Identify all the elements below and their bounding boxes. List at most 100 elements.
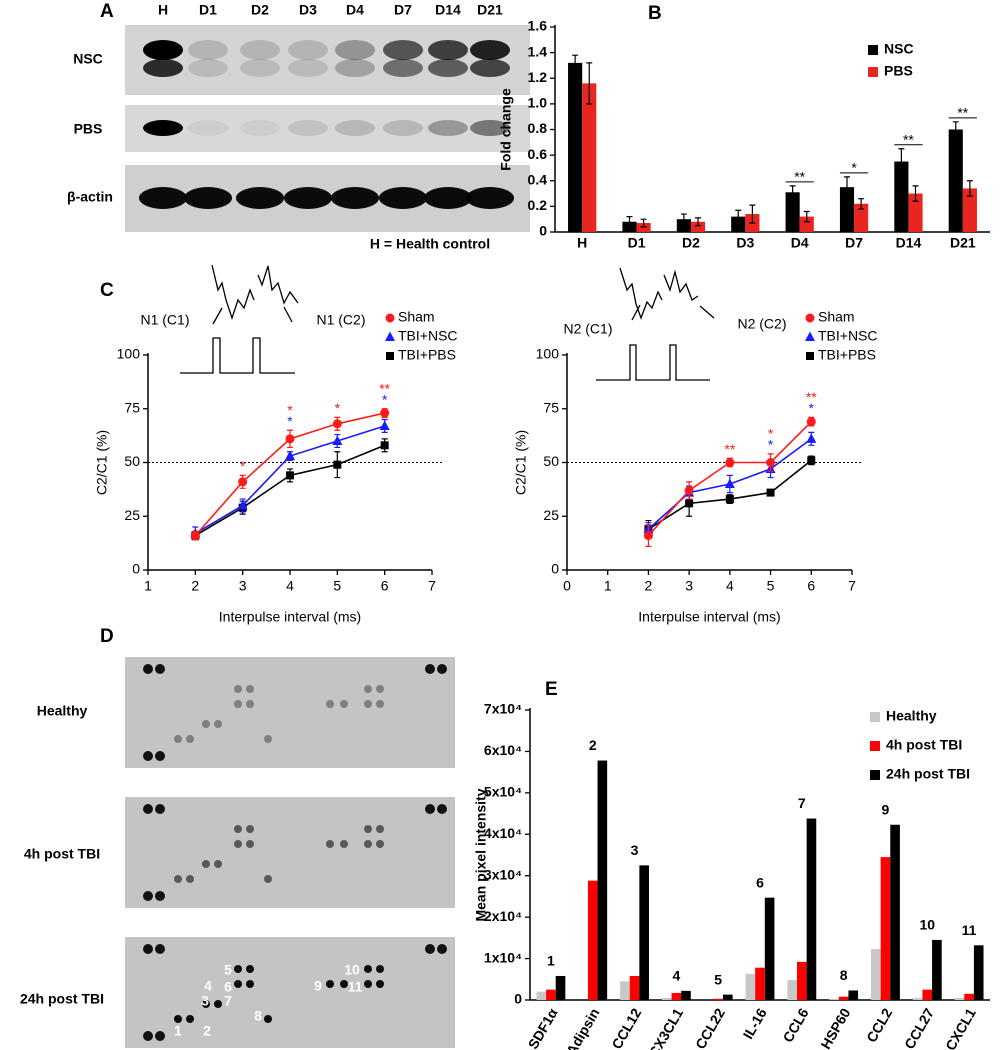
array-spot [202, 720, 210, 728]
error-bar [789, 185, 796, 200]
inset-label: N2 (C1) [563, 321, 612, 337]
lane-label: D3 [299, 2, 317, 18]
bar [912, 997, 923, 1000]
marker [805, 331, 815, 341]
spot-number: 6 [224, 979, 232, 995]
array-spot [326, 700, 334, 708]
marker [285, 434, 295, 444]
blot-band [335, 120, 375, 136]
blot-band [184, 187, 232, 209]
error-bar [749, 204, 756, 224]
bar [871, 949, 881, 1000]
marker [643, 531, 653, 541]
marker [386, 352, 394, 360]
group-number: 6 [756, 874, 764, 890]
legend-label: PBS [884, 63, 913, 79]
marker [766, 488, 775, 497]
x-tick-label: 1 [144, 578, 152, 594]
blot-note: H = Health control [370, 236, 490, 252]
group-number: 8 [840, 967, 848, 983]
x-tick-label: 5 [767, 578, 775, 594]
legend-swatch [870, 712, 880, 722]
y-tick-label: 1.6 [528, 18, 548, 34]
marker [766, 458, 776, 467]
bar [745, 973, 756, 1000]
array-spot [174, 875, 182, 883]
x-tick-label: H [577, 235, 587, 251]
x-tick-label: CCL27 [901, 1005, 937, 1050]
bar [555, 975, 566, 1000]
error-bar [626, 216, 633, 228]
array-spot [214, 860, 222, 868]
error-bar [640, 218, 647, 228]
x-tick-label: IL-16 [740, 1005, 770, 1041]
bar [636, 223, 651, 232]
array-spots [143, 664, 447, 1041]
bar [587, 880, 598, 1000]
legend-label: Healthy [886, 708, 937, 724]
marker [332, 419, 342, 429]
blot-band [331, 187, 379, 209]
x-tick-label: HSP60 [817, 1005, 853, 1050]
bar [764, 897, 775, 1000]
bar [932, 939, 942, 1000]
array-spot [174, 735, 182, 743]
significance: * [851, 160, 857, 176]
marker [237, 500, 248, 510]
bar [681, 990, 691, 1000]
marker [332, 435, 343, 445]
array-spot [246, 700, 254, 708]
blot-row-label: NSC [73, 51, 103, 67]
y-tick-label: 75 [543, 399, 559, 415]
array-membrane [125, 797, 455, 908]
bar [787, 980, 798, 1000]
marker [684, 485, 694, 495]
bar [713, 998, 723, 1000]
x-tick-label: 7 [428, 578, 436, 594]
array-spot [364, 980, 372, 988]
y-tick-label: 0.4 [528, 171, 548, 187]
array-spot [186, 735, 194, 743]
bar [785, 192, 800, 232]
group-number: 9 [882, 801, 890, 817]
group-number: 10 [919, 917, 935, 933]
array-spot [425, 664, 435, 674]
significance: * [382, 391, 388, 407]
bar [880, 857, 891, 1000]
array-spot [264, 875, 272, 883]
array-spot [376, 980, 384, 988]
spot-number: 5 [224, 962, 232, 978]
bar [829, 998, 839, 1000]
array-membrane [125, 937, 455, 1048]
array-spot [155, 664, 165, 674]
blot-band [470, 40, 510, 60]
array-spot [234, 700, 242, 708]
significance: ** [724, 441, 735, 457]
x-tick-label: D4 [791, 235, 809, 251]
significance: ** [903, 131, 914, 147]
marker [385, 313, 395, 323]
bar [797, 961, 807, 1000]
y-tick-label: 1.0 [528, 95, 548, 111]
array-spot [376, 685, 384, 693]
error-bar [680, 213, 687, 225]
error-bar [803, 210, 810, 223]
lane-label: H [158, 2, 168, 18]
marker [806, 433, 817, 443]
bar [962, 188, 977, 232]
bar [661, 997, 672, 1000]
array-spot [340, 980, 348, 988]
x-tick-label: 5 [333, 578, 341, 594]
bar [973, 945, 984, 1000]
legend-swatch [870, 770, 880, 780]
inset-label: N1 (C1) [140, 312, 189, 328]
array-spot [155, 1031, 165, 1041]
y-tick-label: 4x10⁴ [484, 825, 522, 841]
marker [685, 499, 694, 508]
legend-label: TBI+PBS [398, 347, 456, 363]
x-tick-label: CX3CL1 [645, 1005, 686, 1050]
marker [285, 450, 295, 461]
blot-band [335, 59, 375, 77]
blot-band [466, 187, 514, 209]
legend-swatch [870, 741, 880, 751]
